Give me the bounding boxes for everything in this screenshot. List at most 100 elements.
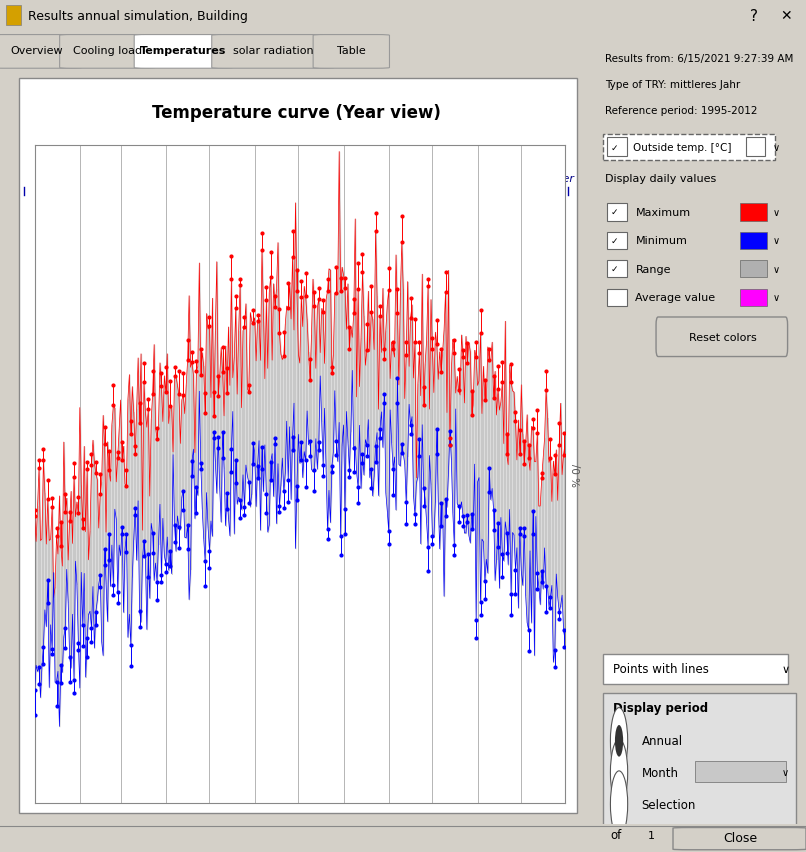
Point: [256, 244, 268, 257]
Point: [160, 557, 172, 571]
Point: [470, 351, 483, 365]
Point: [434, 497, 447, 510]
Point: [185, 454, 198, 468]
Point: [330, 435, 343, 448]
Point: [151, 433, 164, 446]
Point: [382, 525, 395, 538]
Text: Points with lines: Points with lines: [613, 663, 708, 676]
Point: [365, 306, 378, 320]
Text: June: June: [259, 174, 283, 184]
Point: [277, 350, 290, 364]
Point: [85, 458, 98, 472]
Point: [177, 484, 189, 498]
Point: [430, 423, 443, 436]
Point: [422, 279, 434, 293]
Point: [409, 336, 422, 349]
Point: [68, 673, 81, 687]
Point: [203, 544, 216, 558]
Text: % 0/: % 0/: [573, 463, 583, 486]
Text: Results annual simulation, Building: Results annual simulation, Building: [28, 9, 248, 23]
Point: [102, 464, 115, 478]
Text: ∨: ∨: [782, 767, 788, 777]
Text: August: August: [344, 174, 383, 184]
FancyBboxPatch shape: [673, 827, 806, 849]
Point: [522, 452, 535, 465]
Point: [391, 308, 404, 321]
Point: [522, 623, 535, 636]
Point: [382, 284, 395, 297]
Point: [456, 351, 469, 365]
Text: Display period: Display period: [613, 701, 708, 715]
Text: Display daily values: Display daily values: [604, 174, 716, 184]
Point: [557, 448, 570, 462]
Point: [221, 486, 234, 500]
Point: [212, 430, 225, 444]
Point: [194, 368, 207, 382]
Point: [479, 575, 492, 589]
Point: [413, 433, 426, 446]
Point: [290, 480, 303, 493]
Point: [238, 320, 251, 334]
Point: [160, 386, 172, 400]
Point: [404, 418, 417, 432]
Point: [540, 579, 553, 593]
Point: [168, 519, 181, 532]
Bar: [740, 233, 767, 250]
Point: [181, 354, 194, 367]
Point: [418, 399, 430, 412]
Point: [396, 437, 409, 451]
Point: [505, 376, 517, 389]
Point: [492, 383, 505, 397]
Point: [247, 437, 260, 451]
Point: [172, 521, 185, 534]
Point: [317, 306, 330, 320]
Point: [55, 540, 68, 554]
Point: [264, 270, 277, 284]
Point: [225, 273, 238, 287]
Point: [260, 293, 272, 307]
Point: [351, 283, 364, 296]
Point: [496, 376, 509, 389]
Text: Average value: Average value: [635, 293, 716, 302]
Point: [334, 285, 347, 298]
Bar: [607, 233, 627, 250]
Text: December: December: [517, 174, 575, 184]
Point: [378, 387, 391, 400]
Point: [308, 300, 321, 314]
Point: [181, 519, 194, 532]
Point: [138, 377, 151, 390]
Text: Temperature curve (Year view): Temperature curve (Year view): [152, 104, 441, 122]
Point: [124, 428, 137, 441]
Point: [107, 400, 120, 413]
Point: [273, 327, 286, 341]
Point: [400, 349, 413, 363]
Point: [212, 389, 225, 403]
Point: [77, 619, 89, 632]
Circle shape: [610, 708, 628, 774]
Point: [535, 472, 548, 486]
Point: [155, 380, 168, 394]
Point: [439, 285, 452, 299]
Circle shape: [610, 771, 628, 838]
FancyBboxPatch shape: [603, 694, 796, 852]
Point: [50, 676, 63, 689]
Point: [124, 638, 137, 652]
Point: [439, 492, 452, 506]
Point: [168, 370, 181, 383]
Point: [369, 440, 382, 453]
Point: [41, 493, 54, 507]
Point: [452, 383, 465, 397]
Point: [540, 383, 553, 397]
Point: [46, 642, 59, 656]
FancyBboxPatch shape: [603, 654, 787, 684]
Point: [308, 463, 321, 477]
Point: [299, 454, 312, 468]
Point: [256, 440, 268, 454]
FancyBboxPatch shape: [212, 36, 334, 69]
Point: [268, 432, 281, 446]
Point: [443, 439, 456, 452]
Point: [63, 651, 76, 665]
Point: [273, 499, 286, 513]
Point: [286, 251, 299, 265]
Point: [369, 225, 382, 239]
